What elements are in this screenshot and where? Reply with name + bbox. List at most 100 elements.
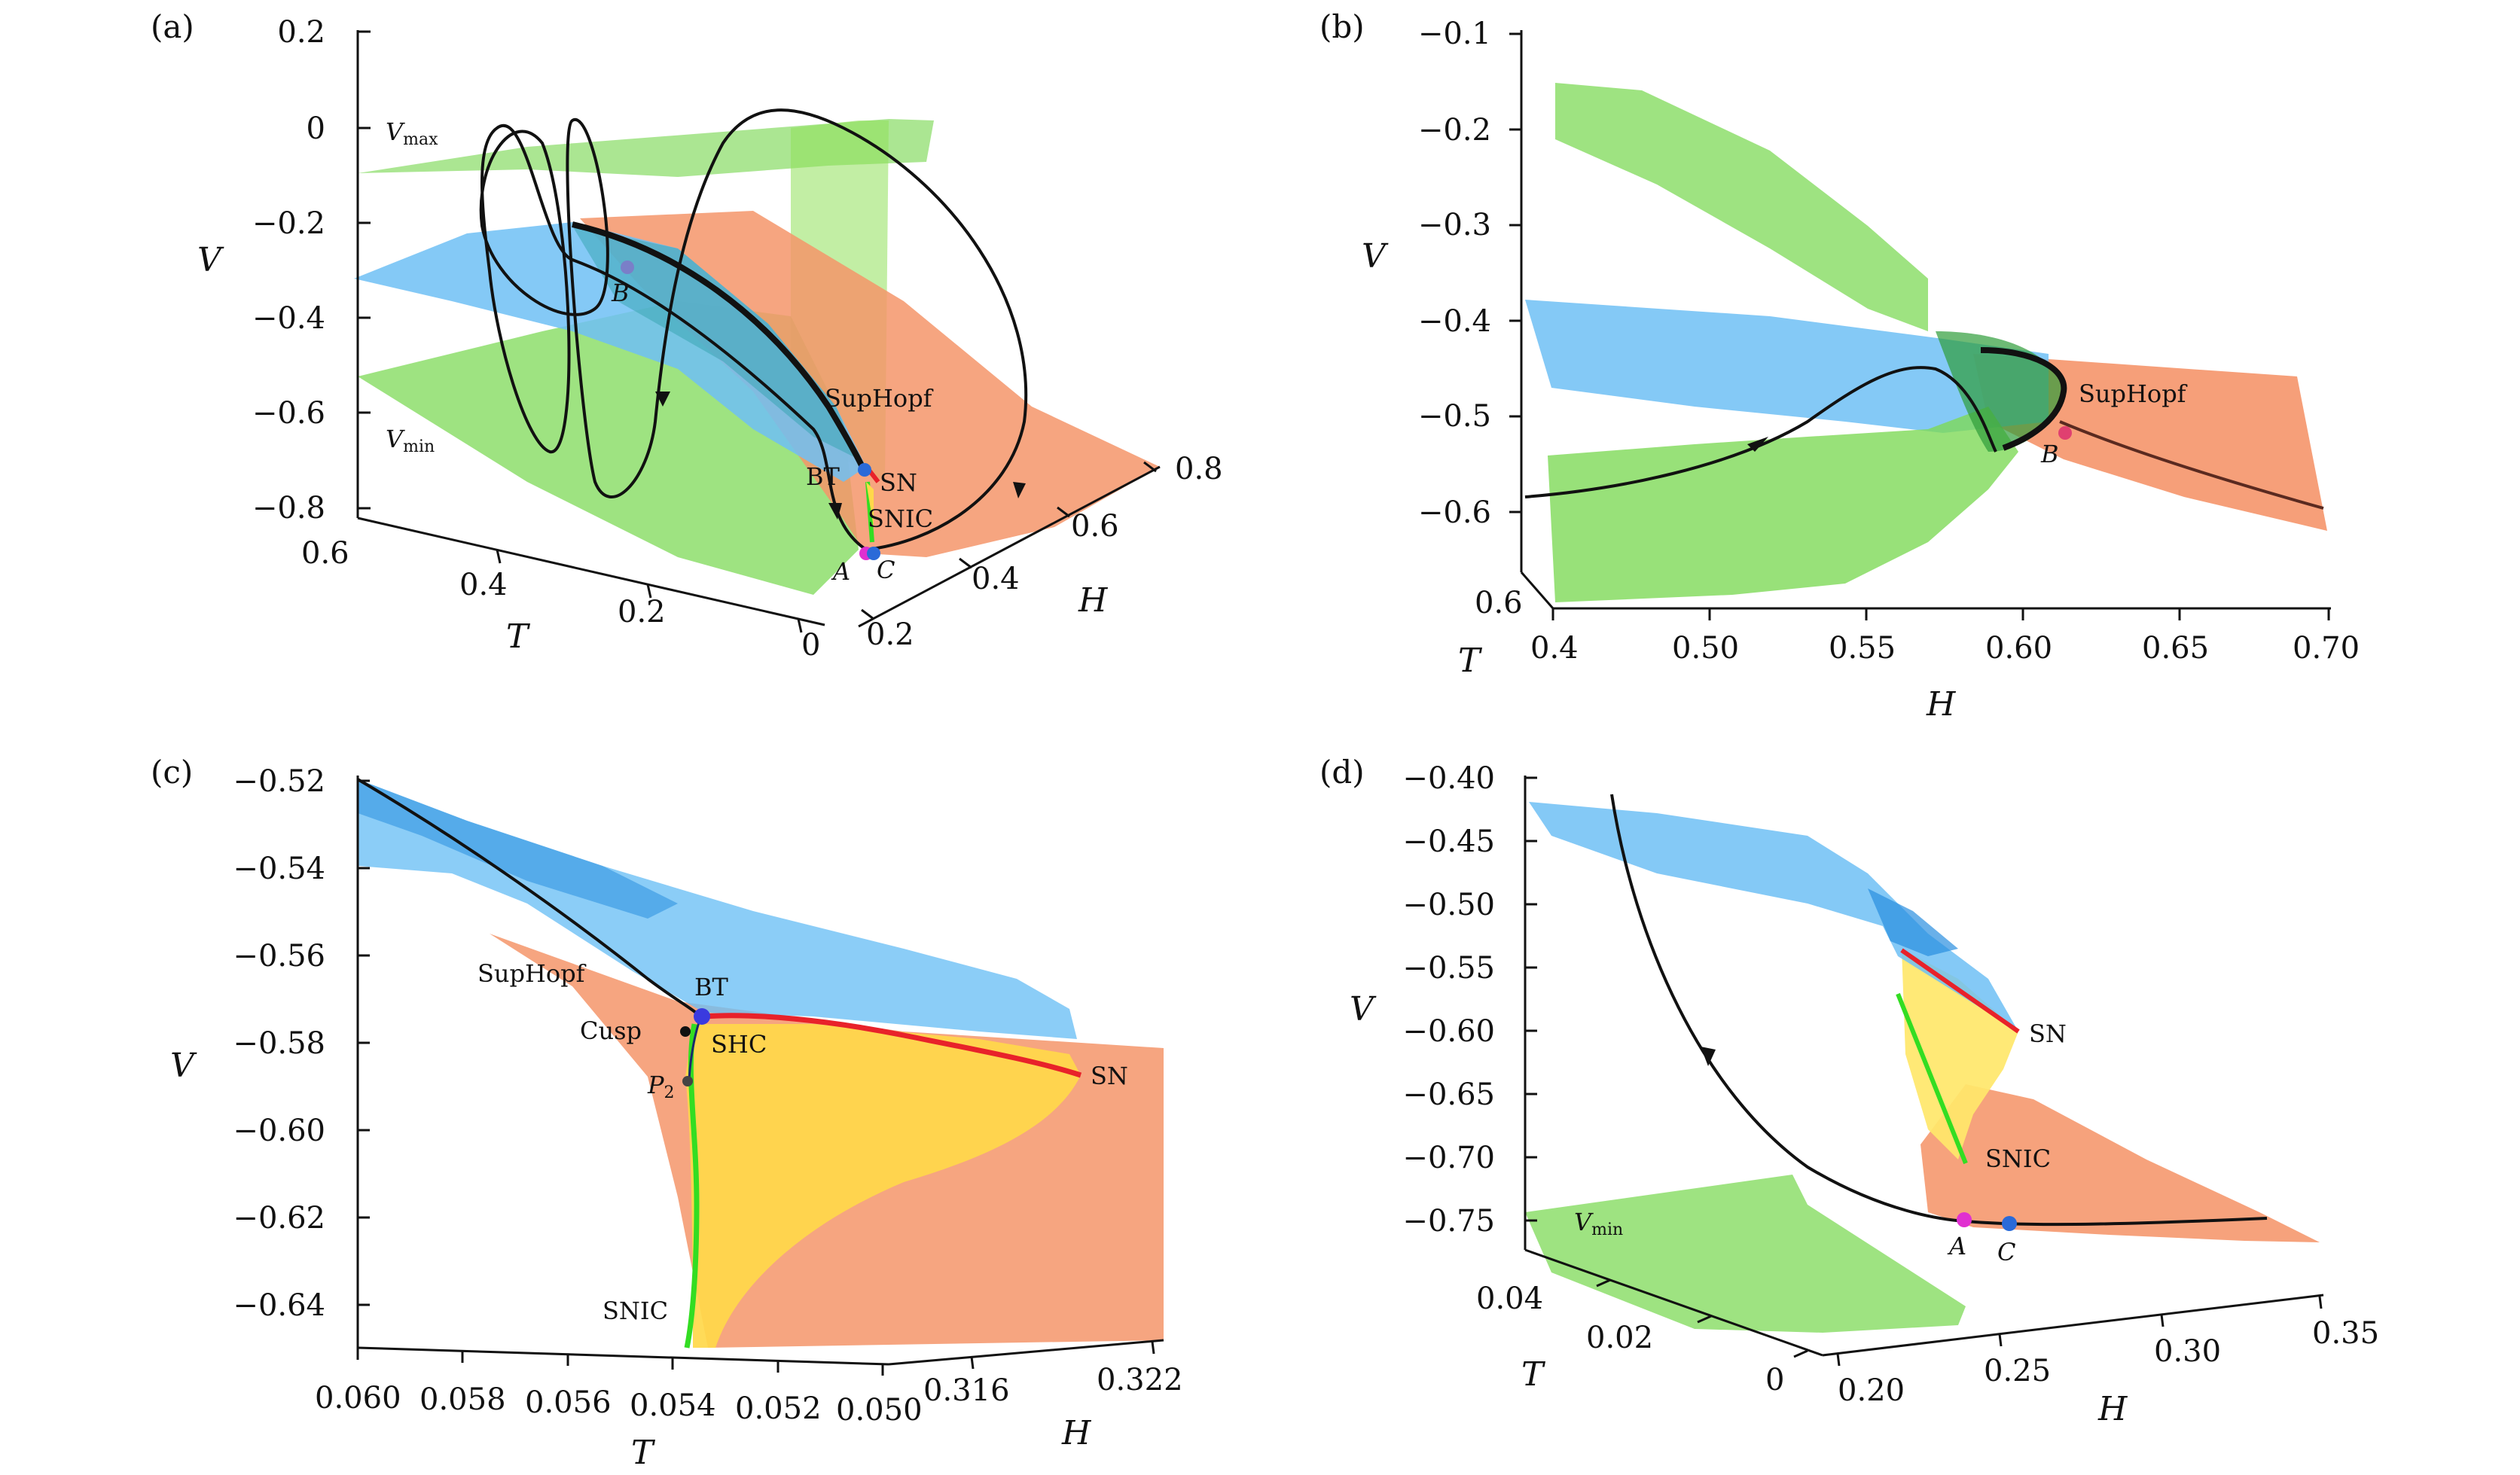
v-axis-title-c: V <box>170 1047 197 1085</box>
t-tick-d-1: 0.04 <box>1476 1281 1543 1316</box>
h-tick-a-1: 0.2 <box>866 617 914 652</box>
v-axis-title-d: V <box>1350 990 1377 1029</box>
point-cusp-c <box>680 1026 691 1037</box>
h-tick-b-2: 0.50 <box>1672 631 1739 666</box>
h-tick-a-3: 0.6 <box>1071 509 1119 544</box>
t-tick-a-2: 0.4 <box>459 568 508 602</box>
t-tick-a-1: 0.6 <box>301 536 349 571</box>
v-ticks-b <box>1509 32 1521 514</box>
blue-teal-overlap <box>572 226 859 459</box>
arrow-d <box>1701 1047 1716 1066</box>
t-axis-title-c: T <box>631 1434 656 1472</box>
green-lower-band-b <box>1548 407 2018 602</box>
h-ticks-d <box>1836 1296 2323 1367</box>
green-upper-band-b <box>1555 83 1928 331</box>
t-ticks-c <box>356 1348 884 1376</box>
label-vmin-d: Vmin <box>1574 1208 1623 1239</box>
t-tick-d-3: 0 <box>1765 1363 1784 1397</box>
label-b-a: B <box>611 279 630 307</box>
v-tick-d-7: −0.70 <box>1402 1141 1495 1175</box>
label-suphopf-a: SupHopf <box>825 384 934 413</box>
v-tick-a-3: −0.2 <box>252 206 325 241</box>
v-tick-d-5: −0.60 <box>1402 1014 1495 1049</box>
h-tick-b-6: 0.70 <box>2293 631 2360 666</box>
panel-b-label: (b) <box>1319 8 1365 45</box>
panel-a: (a) Vmax Vmin B SupHopf BT SN SNIC A C <box>151 8 1223 663</box>
v-tick-b-4: −0.4 <box>1418 304 1491 339</box>
label-sn-a: SN <box>880 468 917 497</box>
v-tick-c-5: −0.60 <box>233 1114 325 1148</box>
t-tick-b: 0.6 <box>1475 586 1523 620</box>
vmax-surface <box>358 119 934 177</box>
t-axis-title-a: T <box>506 617 531 656</box>
h-axis-c <box>888 1339 1164 1366</box>
point-p2-c <box>682 1076 693 1086</box>
h-axis-title-a: H <box>1078 581 1109 620</box>
t-tick-c-4: 0.054 <box>630 1388 716 1423</box>
v-axis-title-a: V <box>197 241 224 279</box>
green-vmin-surface-d <box>1525 1175 1966 1333</box>
v-tick-b-6: −0.6 <box>1418 495 1491 530</box>
v-tick-d-6: −0.65 <box>1402 1077 1495 1112</box>
h-tick-b-5: 0.65 <box>2142 631 2209 666</box>
blue-dark-patch-d <box>1868 888 1958 956</box>
t-axis-title-d: T <box>1521 1355 1546 1394</box>
dark-branch-b <box>2059 420 2324 510</box>
v-tick-d-2: −0.45 <box>1402 824 1495 859</box>
t-tick-c-3: 0.056 <box>525 1385 612 1420</box>
label-shc-c: SHC <box>711 1030 767 1059</box>
h-axis-title-c: H <box>1061 1414 1092 1452</box>
trajectory-d <box>1610 794 2268 1227</box>
blue-dark-strip-c <box>358 779 678 919</box>
point-bt-c <box>694 1008 710 1025</box>
label-a-d: A <box>1947 1232 1966 1260</box>
v-tick-c-2: −0.54 <box>233 852 325 886</box>
v-tick-b-2: −0.2 <box>1418 113 1491 148</box>
h-ticks-a <box>861 461 1157 620</box>
t-ticks-d <box>1596 1278 1808 1358</box>
h-tick-b-3: 0.55 <box>1829 631 1896 666</box>
arrow-a2 <box>1013 482 1026 498</box>
label-c-a: C <box>877 556 895 584</box>
yellow-a <box>866 482 874 527</box>
t-axis-title-b: T <box>1458 642 1483 680</box>
label-sn-c: SN <box>1091 1062 1128 1090</box>
point-c-a <box>867 547 880 560</box>
panel-c-label: (c) <box>151 754 193 791</box>
label-snic-d: SNIC <box>1985 1144 2051 1173</box>
label-bt-c: BT <box>694 973 729 1001</box>
h-ticks-c <box>970 1341 1155 1370</box>
h-tick-d-3: 0.30 <box>2154 1334 2221 1369</box>
v-tick-a-4: −0.4 <box>252 301 325 336</box>
t-axis-a <box>357 517 825 626</box>
h-axis-title-d: H <box>2097 1390 2128 1428</box>
label-a-a: A <box>831 557 850 586</box>
panel-d-label: (d) <box>1319 754 1365 791</box>
blue-surface-d <box>1529 802 2018 1032</box>
v-tick-a-2: 0 <box>307 111 325 146</box>
red-sn-curve-c <box>703 1013 1082 1078</box>
t-axis-c <box>357 1346 889 1366</box>
v-tick-a-6: −0.8 <box>252 491 325 526</box>
h-ticks-b <box>1551 608 2330 620</box>
t-tick-a-4: 0 <box>801 628 820 663</box>
v-ticks-a <box>358 30 371 510</box>
h-tick-d-4: 0.35 <box>2312 1316 2379 1351</box>
v-ticks-c <box>358 779 370 1306</box>
v-tick-d-4: −0.55 <box>1402 951 1495 986</box>
v-ticks-d <box>1525 776 1537 1222</box>
v-tick-d-8: −0.75 <box>1402 1204 1495 1239</box>
point-c-d <box>2002 1216 2017 1231</box>
panel-c: (c) SupHopf BT Cusp SHC P2 SN SNIC −0.52… <box>151 754 1183 1472</box>
h-tick-a-4: 0.8 <box>1175 452 1223 486</box>
v-tick-c-7: −0.64 <box>233 1288 325 1323</box>
panel-a-label: (a) <box>151 8 194 45</box>
v-tick-b-3: −0.3 <box>1418 208 1491 242</box>
v-tick-d-1: −0.40 <box>1402 761 1495 796</box>
panel-b: (b) SupHopf B −0.1 −0.2 −0.3 −0.4 −0.5 −… <box>1319 8 2360 724</box>
h-tick-b-4: 0.60 <box>1985 631 2052 666</box>
v-tick-c-1: −0.52 <box>233 764 325 799</box>
h-tick-c-2: 0.322 <box>1097 1363 1183 1397</box>
yellow-region-c <box>685 1024 1081 1348</box>
